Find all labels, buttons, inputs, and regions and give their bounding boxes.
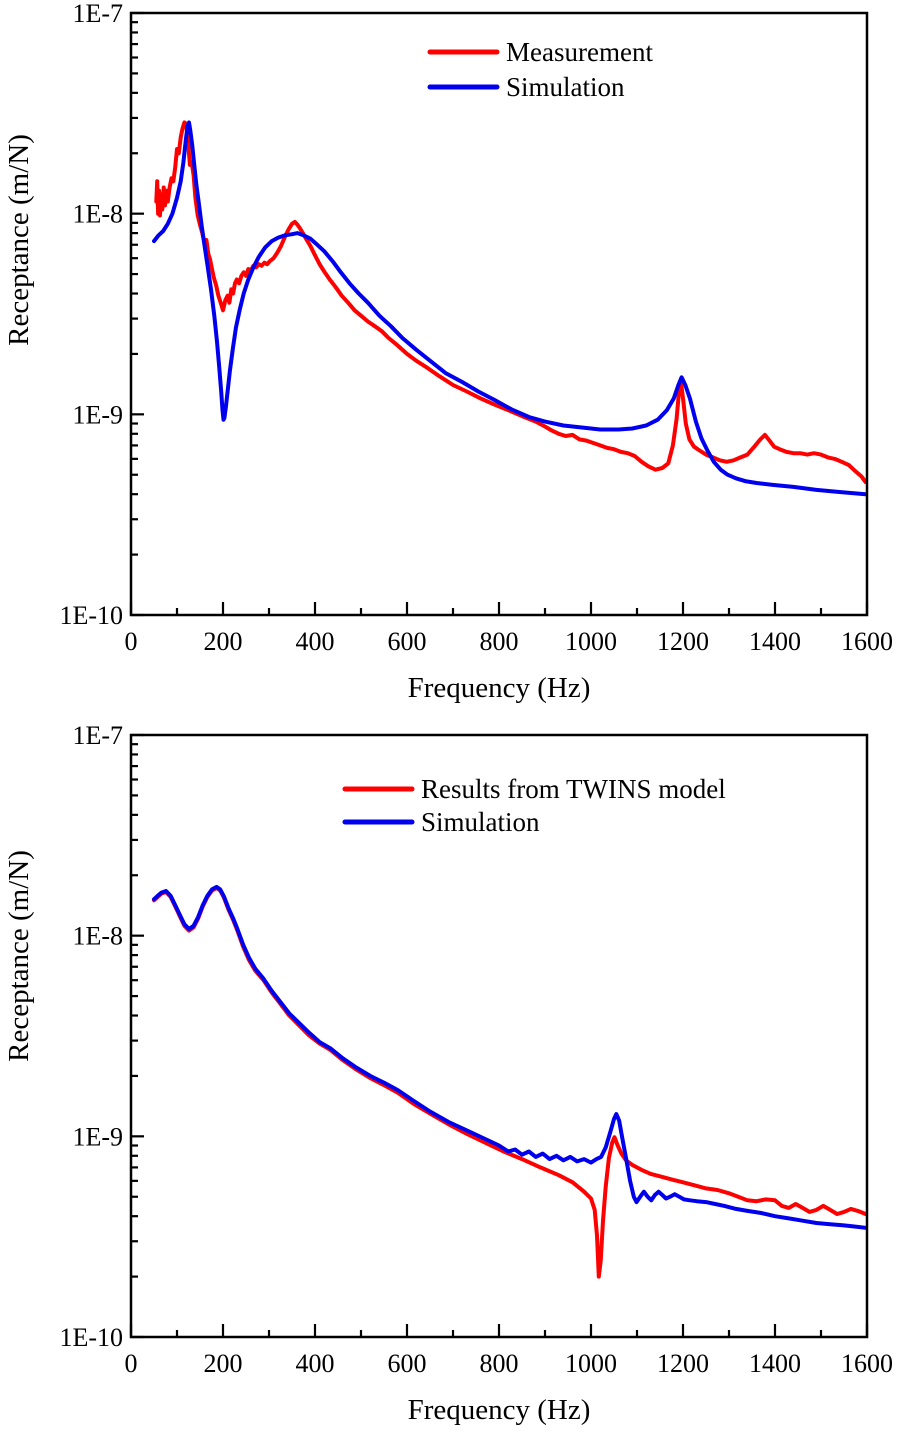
legend-label: Simulation [421, 807, 540, 837]
x-tick-label: 800 [480, 1349, 519, 1378]
series-line-simulation [152, 120, 868, 497]
x-tick-label: 1200 [657, 627, 709, 656]
y-tick-label: 1E-7 [72, 0, 123, 28]
legend-entry-results-from-twins-model: Results from TWINS model [342, 774, 726, 804]
series-line-simulation [152, 884, 868, 1230]
x-tick-label: 200 [204, 627, 243, 656]
x-tick-label: 1000 [565, 1349, 617, 1378]
x-tick-label: 1600 [841, 1349, 893, 1378]
y-axis-ticks [131, 733, 144, 1339]
y-tick-label: 1E-7 [72, 721, 123, 750]
legend-entry-measurement: Measurement [427, 37, 653, 67]
x-tick-label: 1600 [841, 627, 893, 656]
legend: Measurement Simulation [427, 37, 653, 102]
x-tick-label: 1400 [749, 1349, 801, 1378]
x-tick-label: 0 [125, 627, 138, 656]
y-tick-label: 1E-9 [72, 400, 123, 429]
series-group [152, 884, 868, 1279]
x-tick-label: 0 [125, 1349, 138, 1378]
x-tick-label: 600 [388, 627, 427, 656]
x-tick-label: 400 [296, 1349, 335, 1378]
top-chart: 0 200 400 600 800 1000 1200 1400 1600 1E-7 1E-8 1E-… [3, 0, 893, 704]
y-axis-title: Receptance (m/N) [3, 134, 35, 346]
x-tick-label: 1400 [749, 627, 801, 656]
x-tick-label: 200 [204, 1349, 243, 1378]
y-tick-label: 1E-10 [59, 601, 123, 630]
x-axis-ticks [129, 602, 869, 615]
series-line-measurement [154, 120, 868, 484]
legend-label: Simulation [506, 72, 625, 102]
x-axis-title: Frequency (Hz) [408, 1394, 591, 1426]
y-tick-label: 1E-10 [59, 1323, 123, 1352]
legend-label: Results from TWINS model [421, 774, 726, 804]
bottom-chart: 0 200 400 600 800 1000 1200 1400 1600 1E-7 1E-8 1E-… [0, 716, 898, 1432]
x-axis-title: Frequency (Hz) [408, 672, 591, 704]
bottom-chart-svg: 0 200 400 600 800 1000 1200 1400 1600 1E-7 1E-8 1E-… [3, 721, 893, 1426]
x-tick-label: 1000 [565, 627, 617, 656]
legend-label: Measurement [506, 37, 653, 67]
series-line-results-from-twins-model [152, 885, 868, 1279]
top-chart-svg: 0 200 400 600 800 1000 1200 1400 1600 1E-7 1E-8 1E-… [3, 0, 893, 704]
x-tick-label: 600 [388, 1349, 427, 1378]
legend-entry-simulation: Simulation [342, 807, 540, 837]
x-tick-label: 1200 [657, 1349, 709, 1378]
y-axis-title: Receptance (m/N) [3, 850, 35, 1062]
series-group [152, 120, 868, 497]
y-axis-ticks [131, 11, 144, 617]
plot-frame [129, 11, 869, 617]
x-tick-label: 800 [480, 627, 519, 656]
x-axis-ticks [129, 1324, 869, 1337]
y-tick-label: 1E-9 [72, 1122, 123, 1151]
legend-entry-simulation: Simulation [427, 72, 625, 102]
y-tick-label: 1E-8 [72, 922, 123, 951]
x-tick-label: 400 [296, 627, 335, 656]
y-tick-label: 1E-8 [72, 200, 123, 229]
